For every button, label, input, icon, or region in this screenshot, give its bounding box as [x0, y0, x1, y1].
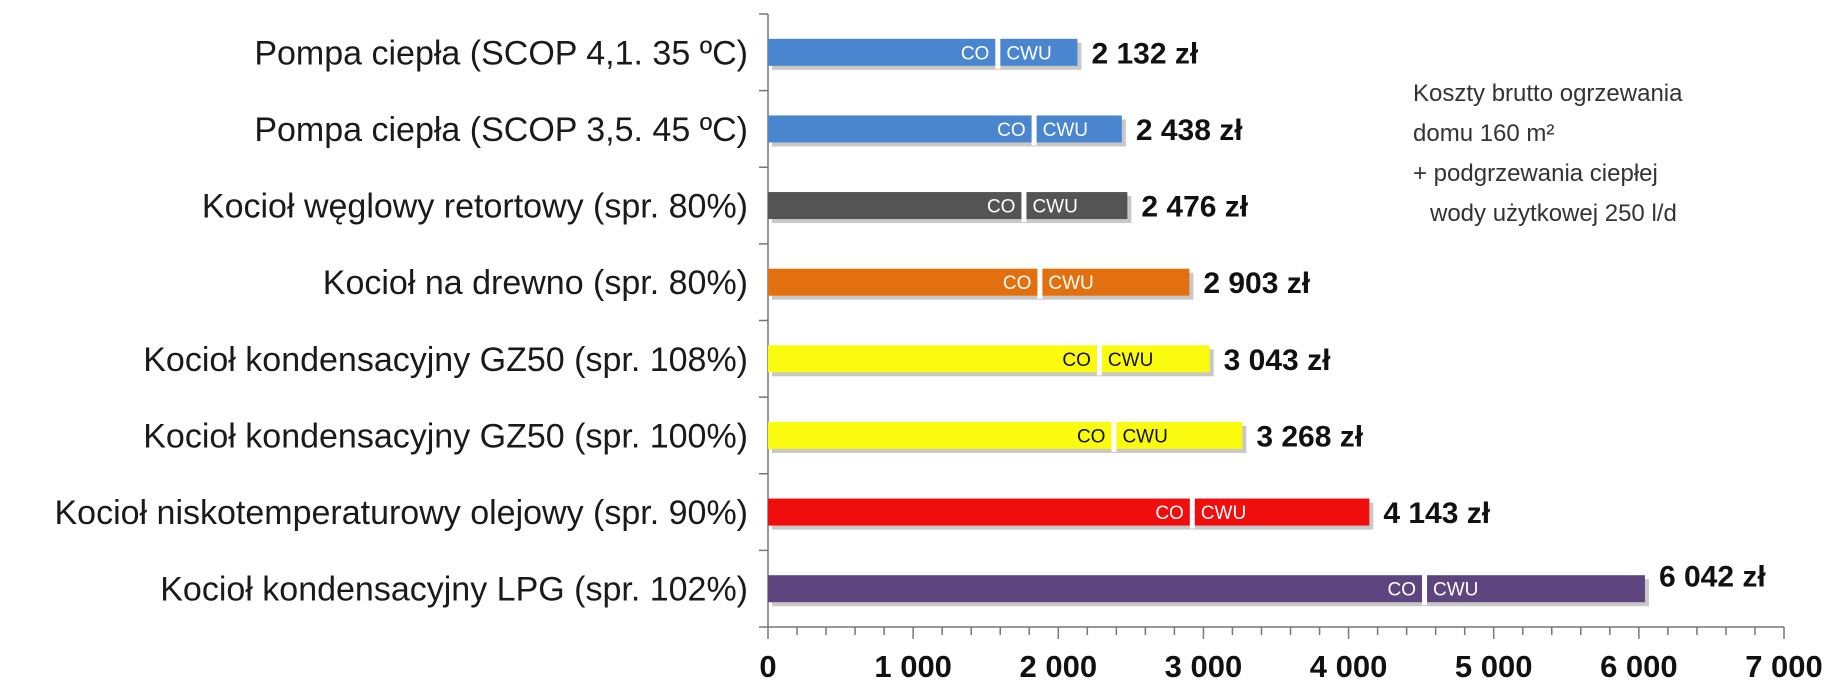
bar-co-segment — [768, 498, 1192, 526]
segment-divider — [1031, 113, 1037, 146]
category-label: Kocioł węglowy retortowy (spr. 80%) — [202, 188, 748, 226]
x-tick-label: 7 000 — [1745, 649, 1823, 684]
total-value-label: 2 132 zł — [1091, 37, 1198, 70]
cost-note: Koszty brutto ogrzewania domu 160 m² + p… — [1413, 80, 1683, 227]
bar-cwu-segment — [1098, 345, 1210, 373]
bar-co-segment — [768, 421, 1114, 449]
bar-cwu-segment — [1039, 268, 1190, 296]
segment-divider — [1096, 343, 1102, 376]
category-label: Kocioł kondensacyjny GZ50 (spr. 100%) — [143, 417, 748, 455]
segment-divider — [1111, 419, 1117, 452]
total-value-label: 2 903 zł — [1203, 267, 1310, 300]
total-value-label: 2 438 zł — [1136, 114, 1243, 147]
x-tick-label: 0 — [759, 649, 776, 684]
note-line-2: domu 160 m² — [1413, 120, 1554, 147]
segment-divider — [995, 36, 1001, 69]
bar-co-segment — [768, 115, 1034, 143]
category-label: Kocioł na drewno (spr. 80%) — [323, 264, 748, 302]
bar-cwu-segment — [1424, 575, 1645, 603]
bars-layer — [768, 36, 1649, 607]
note-line-4: wody użytkowej 250 l/d — [1429, 200, 1677, 227]
segment-divider — [1021, 190, 1027, 223]
cwu-segment-label: CWU — [1032, 197, 1077, 218]
bar-cwu-segment — [997, 38, 1078, 66]
bar-co-segment — [768, 575, 1425, 603]
total-value-label: 4 143 zł — [1383, 497, 1490, 530]
segment-divider — [1037, 266, 1043, 299]
cwu-segment-label: CWU — [1006, 43, 1051, 64]
cwu-segment-label: CWU — [1433, 580, 1478, 601]
category-label: Kocioł kondensacyjny GZ50 (spr. 108%) — [143, 341, 748, 379]
category-label: Kocioł niskotemperaturowy olejowy (spr. … — [54, 494, 748, 532]
x-tick-label: 4 000 — [1310, 649, 1388, 684]
bar-cwu-segment — [1113, 421, 1243, 449]
bar-co-segment — [768, 38, 998, 66]
co-segment-label: CO — [1062, 350, 1091, 371]
cwu-segment-label: CWU — [1201, 503, 1246, 524]
total-value-label: 6 042 zł — [1659, 561, 1766, 594]
x-tick-label: 6 000 — [1600, 649, 1678, 684]
total-value-label: 3 043 zł — [1224, 344, 1331, 377]
x-tick-label: 5 000 — [1455, 649, 1533, 684]
total-value-label: 3 268 zł — [1256, 420, 1363, 453]
note-line-3: + podgrzewania ciepłej — [1413, 160, 1658, 187]
co-segment-label: CO — [1003, 273, 1032, 294]
bar-cwu-segment — [1023, 192, 1128, 220]
co-segment-label: CO — [997, 120, 1026, 141]
x-tick-label: 1 000 — [874, 649, 952, 684]
cwu-segment-label: CWU — [1122, 426, 1167, 447]
category-label: Pompa ciepła (SCOP 4,1. 35 ºC) — [254, 34, 748, 72]
bar-co-segment — [768, 192, 1024, 220]
bar-cwu-segment — [1191, 498, 1370, 526]
co-segment-label: CO — [1077, 426, 1106, 447]
cwu-segment-label: CWU — [1048, 273, 1093, 294]
axis-layer: 0 1 000 2 000 3 000 4 000 5 000 6 000 7 000 — [759, 13, 1823, 684]
labels-layer: Pompa ciepła (SCOP 4,1. 35 ºC) CO CWU 2 132… — [54, 34, 1766, 608]
co-segment-label: CO — [961, 43, 990, 64]
x-tick-label: 3 000 — [1165, 649, 1243, 684]
cwu-segment-label: CWU — [1043, 120, 1088, 141]
bar-co-segment — [768, 345, 1099, 373]
total-value-label: 2 476 zł — [1141, 191, 1248, 224]
segment-divider — [1422, 573, 1428, 606]
co-segment-label: CO — [1155, 503, 1184, 524]
note-line-1: Koszty brutto ogrzewania — [1413, 80, 1683, 107]
bar-co-segment — [768, 268, 1040, 296]
segment-divider — [1189, 496, 1195, 529]
x-tick-label: 2 000 — [1019, 649, 1097, 684]
cwu-segment-label: CWU — [1108, 350, 1153, 371]
co-segment-label: CO — [1388, 580, 1417, 601]
bar-cwu-segment — [1033, 115, 1122, 143]
co-segment-label: CO — [987, 197, 1016, 218]
category-label: Kocioł kondensacyjny LPG (spr. 102%) — [160, 571, 748, 609]
category-label: Pompa ciepła (SCOP 3,5. 45 ºC) — [254, 111, 748, 149]
